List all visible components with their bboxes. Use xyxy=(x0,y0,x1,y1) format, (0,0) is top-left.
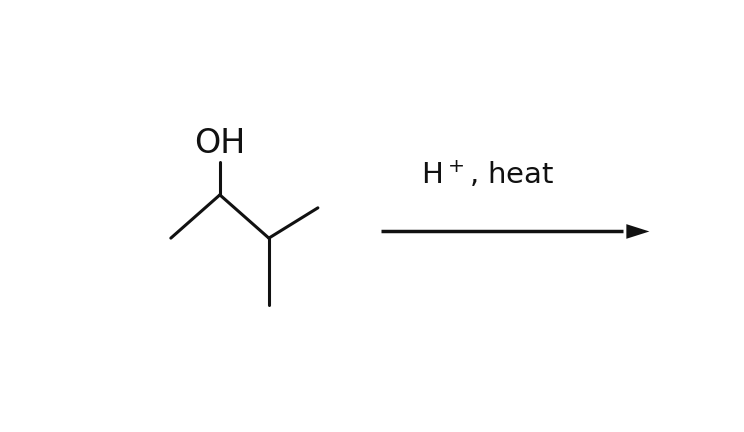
Polygon shape xyxy=(626,224,650,239)
Text: OH: OH xyxy=(194,127,246,160)
Text: H$^+$, heat: H$^+$, heat xyxy=(421,159,555,190)
